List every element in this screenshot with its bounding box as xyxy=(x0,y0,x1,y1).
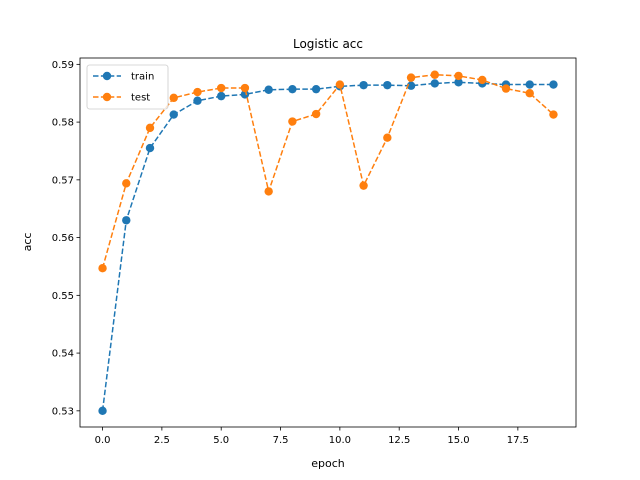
legend-box xyxy=(86,64,169,110)
legend-marker-train xyxy=(102,71,112,81)
data-point-test-2 xyxy=(145,123,155,133)
data-point-train-3 xyxy=(169,110,178,119)
data-point-test-8 xyxy=(288,117,297,126)
data-point-train-18 xyxy=(525,80,534,89)
data-point-test-3 xyxy=(169,93,178,103)
data-point-train-7 xyxy=(264,85,273,94)
x-tick-label: 12.5 xyxy=(388,435,410,446)
legend-label-test: test xyxy=(131,93,150,104)
data-point-test-16 xyxy=(478,75,487,85)
data-point-train-19 xyxy=(549,80,558,89)
y-tick-label: 0.54 xyxy=(52,349,74,360)
x-tick-label: 2.5 xyxy=(154,435,170,446)
data-point-test-14 xyxy=(430,70,439,79)
y-tick-label: 0.56 xyxy=(52,233,74,244)
data-point-train-5 xyxy=(217,91,226,101)
data-point-train-13 xyxy=(406,81,416,90)
y-tick-label: 0.58 xyxy=(52,118,74,129)
legend-label-train: train xyxy=(131,72,154,83)
y-tick-label: 0.53 xyxy=(52,406,74,417)
data-point-test-4 xyxy=(193,87,202,97)
data-point-train-2 xyxy=(145,143,155,153)
y-tick-label: 0.57 xyxy=(52,175,74,186)
x-tick-label: 0.0 xyxy=(95,435,111,446)
plot-area: 0.0 2.5 5.0 7.5 10.0 12.5 15.0 17.5 0.53 0.54 0.55… xyxy=(52,57,577,446)
data-point-train-4 xyxy=(193,96,202,105)
data-point-test-11 xyxy=(359,181,368,190)
data-point-train-12 xyxy=(383,80,392,90)
chart-title: Logistic acc xyxy=(293,37,363,51)
data-point-train-9 xyxy=(311,84,321,94)
data-point-train-1 xyxy=(122,216,131,225)
y-tick-label: 0.55 xyxy=(52,291,74,302)
data-point-train-8 xyxy=(288,84,297,94)
data-point-test-5 xyxy=(217,83,226,93)
data-point-test-12 xyxy=(383,133,392,142)
x-tick-label: 15.0 xyxy=(447,435,469,446)
data-point-test-0 xyxy=(98,263,107,273)
data-point-test-13 xyxy=(406,73,416,82)
data-point-test-6 xyxy=(240,83,250,93)
data-point-train-0 xyxy=(98,406,107,416)
x-tick-label: 10.0 xyxy=(329,435,351,446)
data-point-train-15 xyxy=(454,78,463,87)
y-axis-label: acc xyxy=(21,233,34,252)
data-point-test-1 xyxy=(122,179,131,188)
x-tick-label: 17.5 xyxy=(507,435,529,446)
x-tick-label: 7.5 xyxy=(273,435,289,446)
data-point-test-19 xyxy=(549,110,558,119)
x-tick-label: 5.0 xyxy=(213,435,229,446)
x-axis-label: epoch xyxy=(311,457,345,470)
data-point-test-15 xyxy=(454,71,463,81)
data-point-train-6 xyxy=(240,90,250,99)
data-point-test-18 xyxy=(525,89,534,98)
data-point-test-10 xyxy=(335,80,345,89)
data-point-test-17 xyxy=(501,84,511,93)
data-point-train-14 xyxy=(430,79,439,88)
data-point-train-11 xyxy=(359,80,368,90)
y-tick-label: 0.59 xyxy=(52,60,74,71)
data-point-test-7 xyxy=(264,187,273,196)
axes-frame xyxy=(79,57,577,428)
data-point-test-9 xyxy=(311,109,321,119)
legend-marker-test xyxy=(102,92,112,102)
